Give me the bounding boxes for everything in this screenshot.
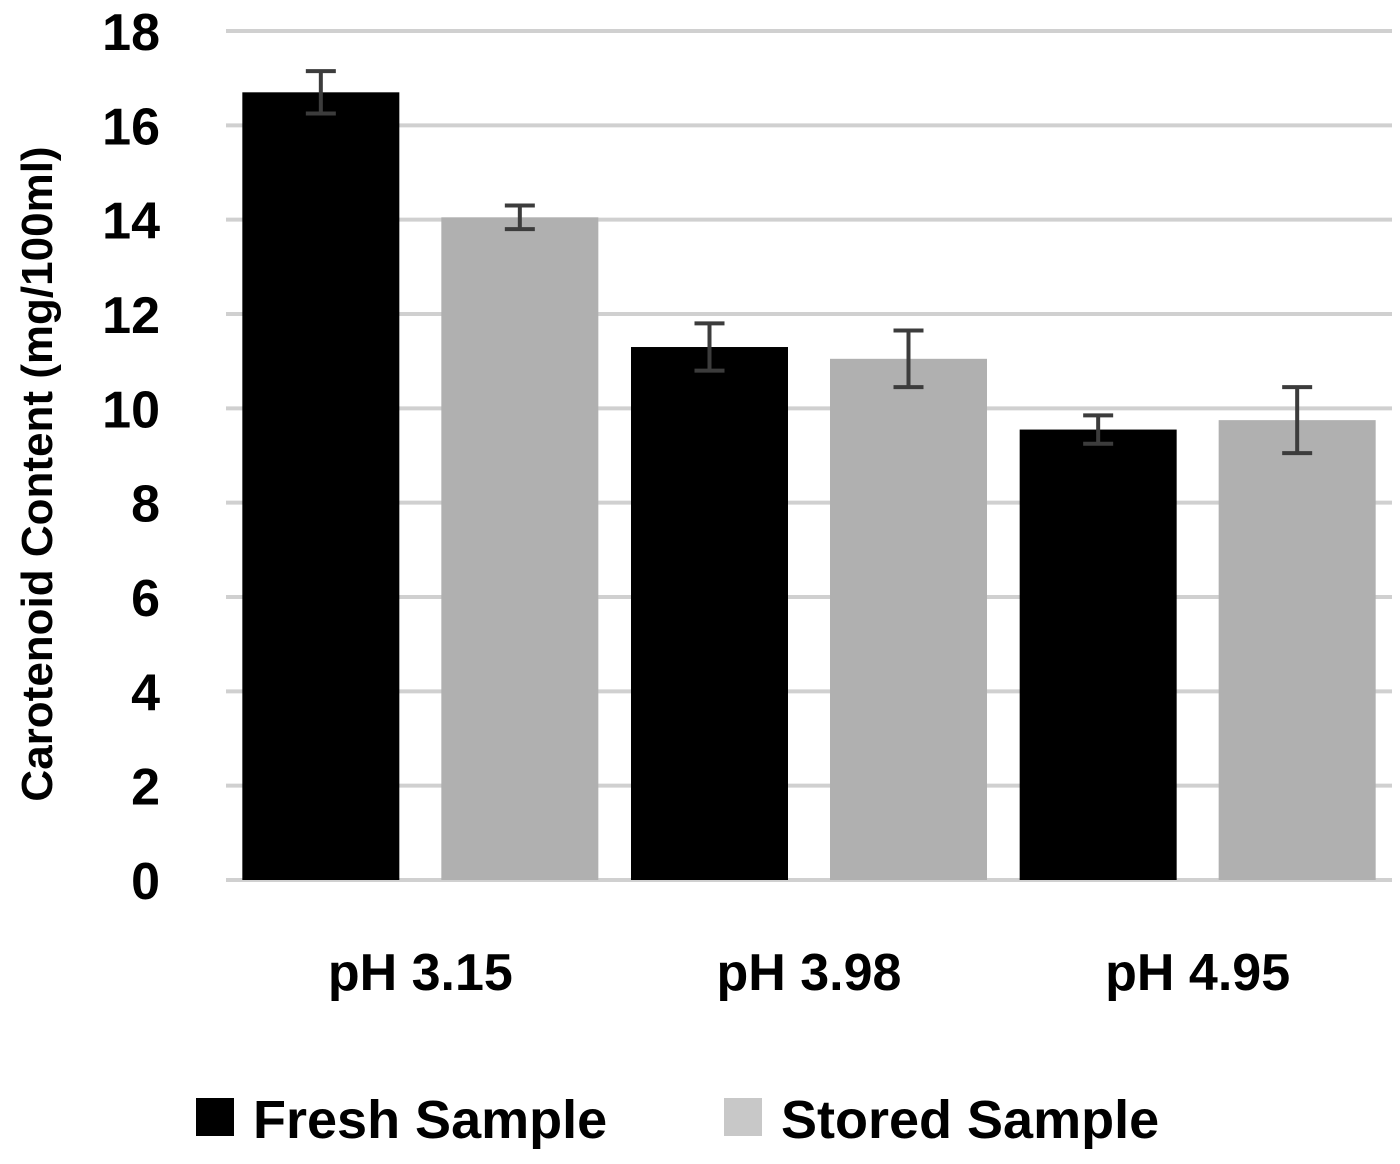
y-tick-label: 4 xyxy=(131,664,160,722)
legend-label: Stored Sample xyxy=(781,1090,1159,1150)
y-tick-label: 14 xyxy=(102,193,160,251)
bar-stored-2 xyxy=(830,358,987,880)
y-tick-label: 8 xyxy=(131,476,160,534)
error-bar xyxy=(305,69,336,116)
legend-item-stored: Stored Sample xyxy=(724,1090,1159,1150)
y-tick-label: 16 xyxy=(102,98,160,156)
legend-swatch xyxy=(724,1098,762,1136)
y-tick-label: 12 xyxy=(102,287,160,345)
x-tick-label: pH 3.98 xyxy=(717,944,902,1002)
legend: Fresh Sample Stored Sample xyxy=(196,1090,1159,1150)
bar-fresh-1 xyxy=(242,92,400,881)
bar-fresh-3 xyxy=(1019,429,1177,880)
bar-fresh-2 xyxy=(631,347,788,880)
y-tick-label: 2 xyxy=(131,759,160,817)
gridlines xyxy=(226,29,1392,882)
error-bar xyxy=(694,321,725,373)
y-axis-label: Carotenoid Content (mg/100ml) xyxy=(13,146,62,801)
y-tick-label: 18 xyxy=(102,4,160,62)
bars xyxy=(242,92,1376,881)
error-bars xyxy=(305,69,1313,456)
y-tick-label: 10 xyxy=(102,381,160,439)
legend-item-fresh: Fresh Sample xyxy=(196,1090,607,1150)
bar-stored-1 xyxy=(441,217,599,880)
error-bar xyxy=(1282,385,1313,456)
x-tick-label: pH 4.95 xyxy=(1105,944,1290,1002)
x-axis-ticks: pH 3.15 pH 3.98 pH 4.95 xyxy=(328,944,1290,1002)
error-bar xyxy=(893,328,924,390)
y-tick-label: 6 xyxy=(131,570,160,628)
legend-swatch xyxy=(196,1098,234,1136)
bar-stored-3 xyxy=(1218,420,1376,880)
y-tick-label: 0 xyxy=(131,853,160,911)
legend-label: Fresh Sample xyxy=(253,1090,607,1150)
y-axis-ticks: 0 2 4 6 8 10 12 14 16 18 xyxy=(102,4,160,911)
error-bar xyxy=(504,203,535,232)
error-bar xyxy=(1083,413,1114,446)
x-tick-label: pH 3.15 xyxy=(328,944,513,1002)
